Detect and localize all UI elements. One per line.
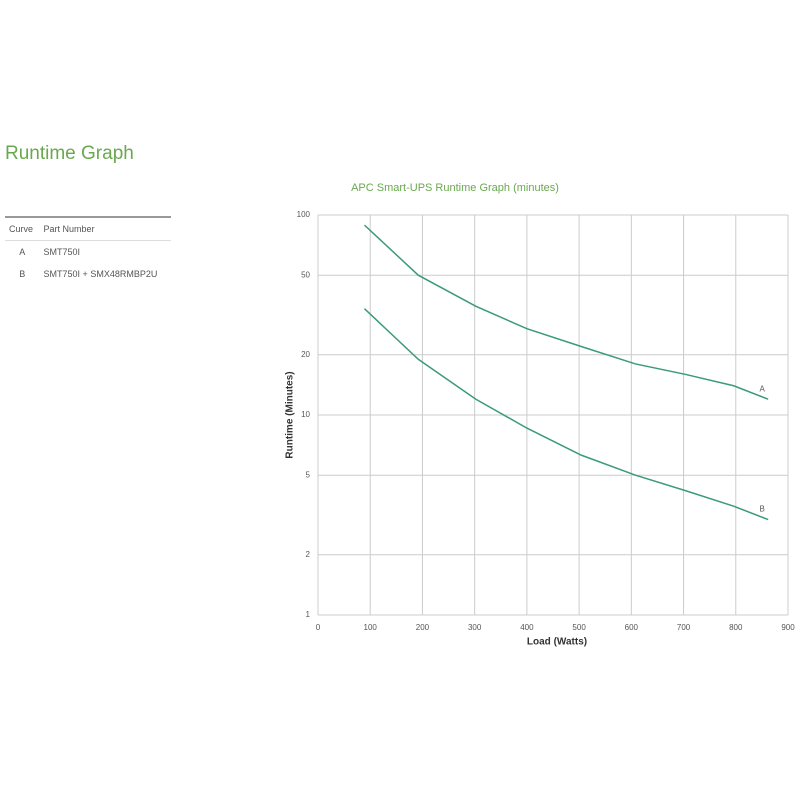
- column-header: Part Number: [39, 217, 171, 241]
- x-tick-label: 600: [625, 623, 639, 632]
- y-axis-label: Runtime (Minutes): [285, 371, 296, 458]
- y-tick-label: 20: [301, 350, 310, 359]
- x-axis-label: Load (Watts): [527, 637, 587, 648]
- y-tick-label: 1: [306, 610, 311, 619]
- series-line: [363, 224, 769, 400]
- column-header: Curve: [5, 217, 40, 241]
- cell: SMT750I: [43, 247, 81, 257]
- page-title: Runtime Graph: [5, 143, 134, 164]
- x-tick-label: 400: [520, 623, 534, 632]
- x-tick-label: 100: [364, 623, 378, 632]
- y-tick-label: 100: [297, 210, 311, 219]
- x-tick-label: 800: [729, 623, 743, 632]
- x-tick-label: 0: [316, 623, 321, 632]
- x-tick-label: 200: [416, 623, 430, 632]
- x-tick-label: 300: [468, 623, 482, 632]
- x-tick-label: 500: [572, 623, 586, 632]
- curve-label: B: [759, 505, 764, 514]
- series-line: [363, 308, 769, 521]
- x-tick-label: 900: [781, 623, 795, 632]
- x-tick-label: 700: [677, 623, 691, 632]
- curve-table: Curve Part Number A SMT750I B SMT750I + SMX…: [5, 216, 171, 285]
- curve-label: A: [759, 384, 765, 393]
- y-tick-label: 5: [306, 470, 311, 479]
- y-tick-label: 10: [301, 410, 310, 419]
- cell: A: [19, 247, 26, 257]
- y-tick-label: 2: [306, 550, 311, 559]
- cell: SMT750I + SMX48RMBP2U: [43, 269, 158, 279]
- cell: B: [19, 269, 26, 279]
- chart-title: APC Smart-UPS Runtime Graph (minutes): [351, 182, 559, 194]
- y-tick-label: 50: [301, 270, 310, 279]
